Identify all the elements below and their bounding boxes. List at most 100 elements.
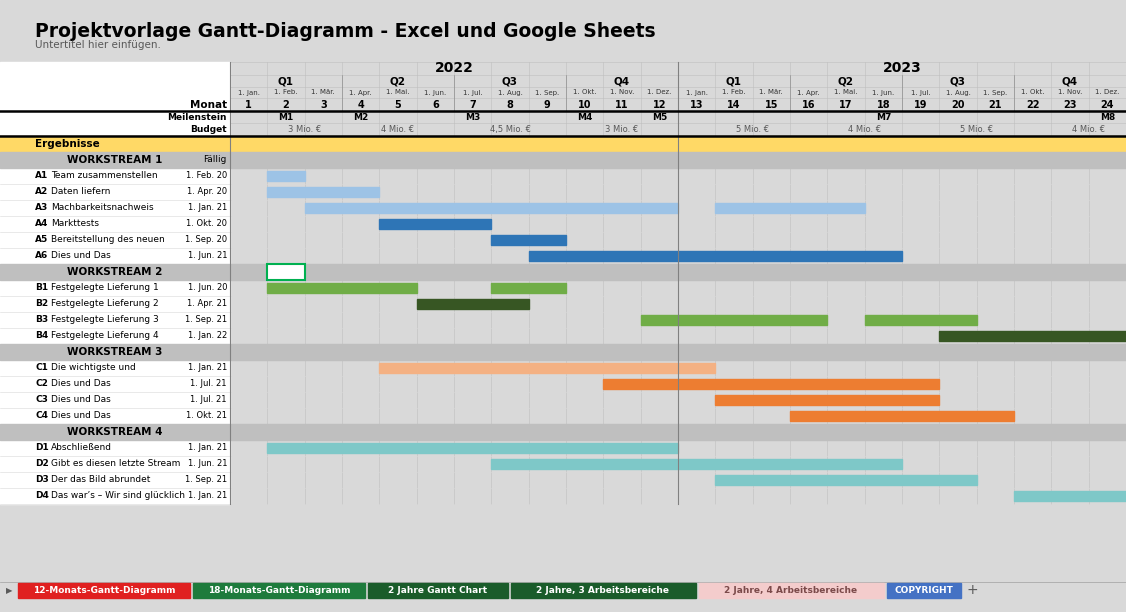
Text: Bereitstellung des neuen: Bereitstellung des neuen — [51, 236, 164, 245]
Bar — [1015, 491, 1126, 501]
Bar — [698, 583, 884, 598]
Text: Festgelegte Lieferung 4: Festgelegte Lieferung 4 — [51, 332, 159, 340]
Text: A5: A5 — [35, 236, 48, 245]
Bar — [865, 111, 902, 123]
Text: 4,5 Mio. €: 4,5 Mio. € — [490, 125, 530, 134]
Text: Festgelegte Lieferung 3: Festgelegte Lieferung 3 — [51, 316, 159, 324]
Bar — [902, 62, 1015, 504]
Text: 12: 12 — [653, 100, 667, 110]
Text: 1. Apr. 21: 1. Apr. 21 — [187, 299, 227, 308]
Bar — [417, 299, 529, 309]
Text: M1: M1 — [278, 113, 294, 122]
Bar — [0, 264, 230, 280]
Text: 2 Jahre, 4 Arbeitsbereiche: 2 Jahre, 4 Arbeitsbereiche — [724, 586, 858, 595]
Text: Team zusammenstellen: Team zusammenstellen — [51, 171, 158, 181]
Bar — [267, 443, 678, 453]
Text: Q3: Q3 — [502, 76, 518, 86]
Text: 1. Dez.: 1. Dez. — [647, 89, 671, 95]
Text: 1. Jan. 21: 1. Jan. 21 — [188, 204, 227, 212]
Text: 1. Sep. 21: 1. Sep. 21 — [185, 476, 227, 485]
Text: B4: B4 — [35, 332, 48, 340]
Text: 7: 7 — [470, 100, 476, 110]
Text: 1. Apr.: 1. Apr. — [797, 89, 820, 95]
Text: 4 Mio. €: 4 Mio. € — [382, 125, 414, 134]
Text: 1. Jan.: 1. Jan. — [686, 89, 707, 95]
Text: Festgelegte Lieferung 1: Festgelegte Lieferung 1 — [51, 283, 159, 293]
Bar — [491, 459, 902, 469]
Text: Q1: Q1 — [278, 76, 294, 86]
Bar — [529, 251, 902, 261]
Text: Machbarkeitsnachweis: Machbarkeitsnachweis — [51, 204, 153, 212]
Text: Q4: Q4 — [1062, 76, 1078, 86]
Text: D3: D3 — [35, 476, 48, 485]
Bar — [641, 111, 678, 123]
Text: Der das Bild abrundet: Der das Bild abrundet — [51, 476, 151, 485]
Text: A4: A4 — [35, 220, 48, 228]
Text: A1: A1 — [35, 171, 48, 181]
Text: 4 Mio. €: 4 Mio. € — [1072, 125, 1106, 134]
Text: 21: 21 — [989, 100, 1002, 110]
Bar — [491, 235, 566, 245]
Bar — [604, 379, 939, 389]
Text: 1. Mai.: 1. Mai. — [386, 89, 410, 95]
Text: C2: C2 — [35, 379, 48, 389]
Bar — [18, 583, 190, 598]
Text: 2 Jahre Gantt Chart: 2 Jahre Gantt Chart — [388, 586, 488, 595]
Bar — [267, 171, 305, 181]
Text: 6: 6 — [432, 100, 439, 110]
Text: 19: 19 — [914, 100, 928, 110]
Text: M8: M8 — [1100, 113, 1115, 122]
Bar — [230, 424, 1126, 440]
Text: +: + — [966, 583, 977, 597]
Text: 1. Jun. 21: 1. Jun. 21 — [188, 460, 227, 469]
Bar — [491, 283, 566, 293]
Text: 1. Aug.: 1. Aug. — [946, 89, 971, 95]
Text: 1. Sep.: 1. Sep. — [535, 89, 560, 95]
Text: Untertitel hier einfügen.: Untertitel hier einfügen. — [35, 40, 161, 50]
Text: 16: 16 — [802, 100, 815, 110]
Text: Dies und Das: Dies und Das — [51, 411, 110, 420]
Text: 1. Jun. 21: 1. Jun. 21 — [188, 252, 227, 261]
Text: 1. Jan. 21: 1. Jan. 21 — [188, 444, 227, 452]
Text: 14: 14 — [727, 100, 741, 110]
Text: 2022: 2022 — [435, 61, 473, 75]
Text: Dies und Das: Dies und Das — [51, 252, 110, 261]
Bar — [678, 62, 790, 504]
Text: 1. Apr. 20: 1. Apr. 20 — [187, 187, 227, 196]
Text: COPYRIGHT: COPYRIGHT — [894, 586, 954, 595]
Text: 1. Mai.: 1. Mai. — [834, 89, 858, 95]
Text: 1. Jan. 21: 1. Jan. 21 — [188, 364, 227, 373]
Text: 1. Sep. 20: 1. Sep. 20 — [185, 236, 227, 245]
Text: A6: A6 — [35, 252, 48, 261]
Text: 1. Okt. 20: 1. Okt. 20 — [186, 220, 227, 228]
Bar — [939, 331, 1126, 341]
Bar — [886, 583, 960, 598]
Text: D4: D4 — [35, 491, 48, 501]
Text: WORKSTREAM 4: WORKSTREAM 4 — [68, 427, 163, 437]
Text: C1: C1 — [35, 364, 48, 373]
Text: C4: C4 — [35, 411, 48, 420]
Text: Monat: Monat — [190, 100, 227, 110]
Bar — [865, 315, 976, 325]
Text: 1. Feb. 20: 1. Feb. 20 — [186, 171, 227, 181]
Bar — [379, 219, 491, 229]
Text: Gibt es diesen letzte Stream: Gibt es diesen letzte Stream — [51, 460, 180, 469]
Bar — [267, 264, 305, 280]
Text: 17: 17 — [839, 100, 852, 110]
Text: Budget: Budget — [190, 125, 227, 134]
Text: 13: 13 — [690, 100, 704, 110]
Text: 1. Jan. 21: 1. Jan. 21 — [188, 491, 227, 501]
Text: 15: 15 — [765, 100, 778, 110]
Text: WORKSTREAM 2: WORKSTREAM 2 — [68, 267, 162, 277]
Text: 5 Mio. €: 5 Mio. € — [960, 125, 993, 134]
Text: M5: M5 — [652, 113, 667, 122]
Bar — [267, 187, 379, 197]
Text: 1: 1 — [245, 100, 252, 110]
Text: 1. Jan.: 1. Jan. — [238, 89, 260, 95]
Text: 1. Jun. 20: 1. Jun. 20 — [188, 283, 227, 293]
Text: 1. Okt.: 1. Okt. — [1021, 89, 1045, 95]
Text: 1. Feb.: 1. Feb. — [722, 89, 745, 95]
Text: 1. Nov.: 1. Nov. — [1057, 89, 1082, 95]
Text: 1. Sep. 21: 1. Sep. 21 — [185, 316, 227, 324]
Text: WORKSTREAM 1: WORKSTREAM 1 — [68, 155, 162, 165]
